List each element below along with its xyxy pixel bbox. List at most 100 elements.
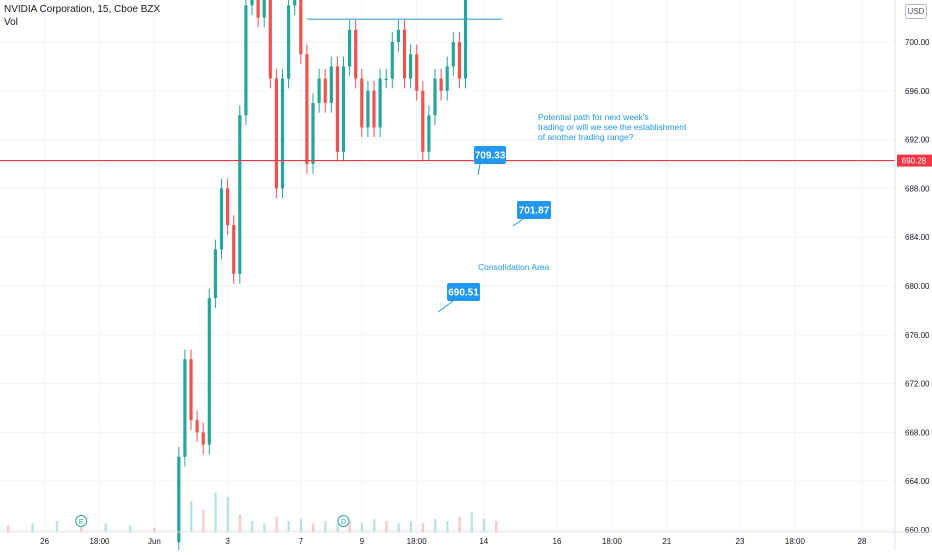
candle-body xyxy=(250,0,254,6)
candle-body xyxy=(445,66,449,91)
volume-bar xyxy=(360,523,364,532)
time-axis: 26 18:00 Jun 3 7 9 18:00 14 16 18:00 21 23 18:00 28 xyxy=(0,531,932,546)
candle-body xyxy=(384,78,388,81)
volume-bar xyxy=(7,525,10,532)
volume-bar xyxy=(153,527,156,532)
volume-bar xyxy=(446,521,449,532)
candle-body xyxy=(402,29,407,79)
time-tick-label: 26 xyxy=(40,537,49,546)
volume-bar xyxy=(251,521,254,532)
volume-bar xyxy=(238,514,242,532)
candle-body xyxy=(299,0,303,55)
annotation-text: Potential path for next week's xyxy=(538,112,649,122)
volume-bar xyxy=(482,518,486,532)
candle-body xyxy=(335,66,339,152)
candle-body xyxy=(329,66,333,103)
volume-indicator-label: Vol xyxy=(4,17,18,28)
price-tick-label: 680.00 xyxy=(905,282,930,291)
candle-body xyxy=(323,78,327,103)
price-tick-label: 668.00 xyxy=(905,428,930,437)
volume-bar xyxy=(336,523,339,532)
time-tick-label: Jun xyxy=(148,537,161,546)
candle-body xyxy=(274,78,278,189)
price-tick-label: 684.00 xyxy=(905,233,930,242)
volume-bar xyxy=(202,510,205,532)
candle-body xyxy=(348,29,352,67)
level-label-709: 709.33 xyxy=(475,151,506,162)
volume-bar xyxy=(397,523,400,532)
event-marker-icon xyxy=(75,515,88,527)
volume-bar xyxy=(385,521,388,532)
candle-body xyxy=(378,78,382,128)
volume-bar xyxy=(104,523,107,532)
price-tick-label: 660.00 xyxy=(905,526,930,535)
level-label-701-pointer xyxy=(512,218,524,227)
candle-body xyxy=(262,0,266,18)
level-label-690: 690.51 xyxy=(448,288,479,299)
level-label-701: 701.87 xyxy=(519,206,550,217)
candle-body xyxy=(451,42,455,67)
candle-body xyxy=(372,90,376,128)
volume-bar xyxy=(214,492,217,532)
volume-bar xyxy=(80,525,83,532)
volume-bar xyxy=(373,518,376,532)
candle-body xyxy=(201,432,205,445)
candle-series xyxy=(177,0,468,552)
candle-body xyxy=(232,225,236,274)
volume-bar xyxy=(263,523,266,532)
level-label-709-pointer xyxy=(477,163,481,176)
volume-bar xyxy=(324,521,327,532)
candle-body xyxy=(305,54,309,165)
candle-body xyxy=(238,115,242,274)
volume-bar xyxy=(226,496,229,532)
time-tick-label: 18:00 xyxy=(89,537,110,546)
volume-series xyxy=(7,492,498,532)
event-marker-icon xyxy=(337,515,350,527)
chart-legend-header: NVIDIA Corporation, 15, Cboe BZX Vol xyxy=(4,3,160,29)
event-marker-letter: D xyxy=(341,519,346,526)
support-price-tag: 690.28 xyxy=(902,157,927,166)
price-tick-label: 692.00 xyxy=(905,136,930,145)
candle-body xyxy=(226,188,230,225)
volume-bar xyxy=(348,521,351,532)
candle-body xyxy=(287,5,291,79)
level-label-709-box xyxy=(474,146,506,164)
time-tick-label: 14 xyxy=(479,537,488,546)
candle-body xyxy=(366,90,370,128)
currency-button[interactable]: USD xyxy=(905,4,927,19)
price-tags: NVDA715.8407:48690.28 xyxy=(897,154,932,167)
volume-bar xyxy=(434,518,437,532)
volume-bar xyxy=(409,521,412,532)
volume-bar xyxy=(190,501,193,532)
volume-bar xyxy=(495,521,498,532)
candle-body xyxy=(457,42,461,79)
candle-body xyxy=(463,0,468,79)
time-tick-label: 21 xyxy=(662,537,671,546)
price-tick-label: 664.00 xyxy=(905,477,930,486)
symbol-title: NVIDIA Corporation, 15, Cboe BZX xyxy=(4,4,161,15)
price-tick-label: 696.00 xyxy=(905,87,930,96)
price-tick-label: 676.00 xyxy=(905,331,930,340)
candle-body xyxy=(256,0,260,18)
time-tick-label: 16 xyxy=(553,537,562,546)
volume-bar xyxy=(312,523,315,532)
candle-body xyxy=(390,42,394,79)
candle-body xyxy=(415,54,419,91)
drawings: 709.33 701.87 690.51 Consolidation Area Pote… xyxy=(0,18,895,527)
time-tick-label: 18:00 xyxy=(602,537,623,546)
price-tick-label: 688.00 xyxy=(905,184,930,193)
candle-body xyxy=(219,188,224,250)
candle-body xyxy=(207,298,211,445)
annotation-text: trading or will we see the establishment xyxy=(538,122,687,132)
volume-bar xyxy=(129,525,132,532)
candle-body xyxy=(195,420,199,433)
annotation-text: of another trading range? xyxy=(538,132,634,142)
volume-bar xyxy=(31,523,34,532)
level-label-701-box xyxy=(517,201,551,219)
volume-bar xyxy=(55,521,59,532)
candle-body xyxy=(360,78,364,128)
candle-body xyxy=(268,0,272,79)
candle-body xyxy=(311,103,315,164)
